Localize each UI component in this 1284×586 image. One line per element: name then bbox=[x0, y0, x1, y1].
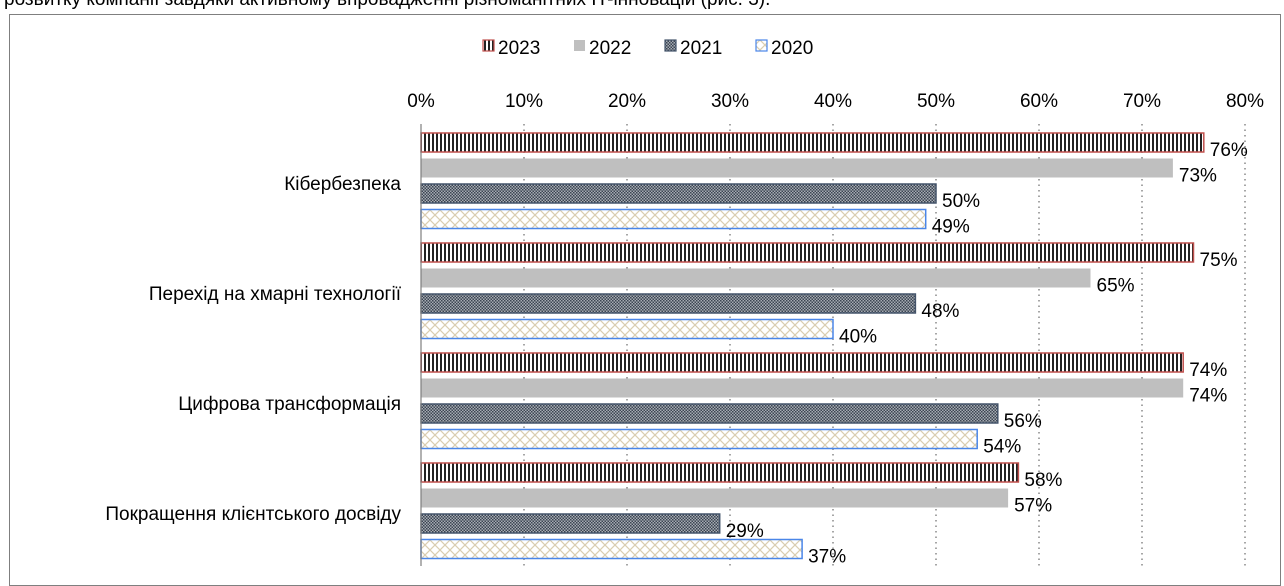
data-label: 48% bbox=[921, 301, 959, 322]
preceding-paragraph-text: розвитку компанії завдяки активному впро… bbox=[4, 0, 770, 11]
data-label: 57% bbox=[1014, 496, 1052, 517]
legend: 2023 2022 2021 2020 bbox=[482, 38, 813, 59]
data-label: 54% bbox=[983, 437, 1021, 458]
legend-label-2023: 2023 bbox=[498, 38, 540, 59]
x-tick-label: 40% bbox=[814, 91, 852, 112]
category-label: Покращення клієнтського досвіду bbox=[105, 504, 401, 525]
bar-2022 bbox=[421, 378, 1184, 398]
data-label: 37% bbox=[808, 547, 846, 568]
data-label: 65% bbox=[1097, 276, 1135, 297]
legend-swatch-2021 bbox=[664, 39, 677, 52]
data-labels: 76% 73% 50% 49% 75% 65% 48% 40% 74% 74% 56% 54%58% 5… bbox=[726, 140, 1248, 568]
x-tick-label: 50% bbox=[917, 91, 955, 112]
x-tick-label: 80% bbox=[1226, 91, 1264, 112]
gridlines bbox=[523, 124, 1246, 566]
x-tick-label: 60% bbox=[1020, 91, 1058, 112]
bar-2021 bbox=[420, 293, 917, 314]
x-axis-ticks: 0% 10% 20% 30% 40% 50% 60% 70% 80% bbox=[407, 91, 1264, 112]
legend-swatch-2023 bbox=[482, 39, 495, 52]
category-label: Кібербезпека bbox=[284, 174, 401, 195]
data-label: 49% bbox=[932, 217, 970, 238]
x-tick-label: 70% bbox=[1123, 91, 1161, 112]
bar-2020 bbox=[420, 318, 834, 340]
data-label: 74% bbox=[1189, 386, 1227, 407]
x-tick-label: 0% bbox=[407, 91, 435, 112]
category-label: Цифрова трансформація bbox=[178, 394, 401, 415]
bar-2023 bbox=[420, 352, 1184, 373]
x-tick-label: 30% bbox=[711, 91, 749, 112]
bar-2022 bbox=[421, 158, 1173, 178]
bar-2020 bbox=[420, 428, 978, 450]
bar-2022 bbox=[421, 488, 1009, 508]
bar-2021 bbox=[420, 183, 937, 204]
data-label: 74% bbox=[1189, 360, 1227, 381]
bar-2021 bbox=[420, 403, 999, 424]
category-label: Перехід на хмарні технології bbox=[149, 284, 402, 305]
x-tick-label: 10% bbox=[505, 91, 543, 112]
bar-2021 bbox=[420, 513, 721, 534]
data-label: 76% bbox=[1210, 140, 1248, 161]
bar-2020 bbox=[420, 538, 803, 560]
data-label: 29% bbox=[726, 521, 764, 542]
data-label: 40% bbox=[839, 327, 877, 348]
bar-2023 bbox=[420, 462, 1020, 483]
bar-2022 bbox=[421, 268, 1091, 288]
legend-label-2020: 2020 bbox=[771, 38, 813, 59]
legend-swatch-2020 bbox=[755, 39, 768, 52]
x-tick-label: 20% bbox=[608, 91, 646, 112]
legend-label-2022: 2022 bbox=[589, 38, 631, 59]
legend-swatch-2022 bbox=[574, 40, 585, 51]
data-label: 75% bbox=[1200, 250, 1238, 271]
data-label: 73% bbox=[1179, 166, 1217, 187]
legend-label-2021: 2021 bbox=[680, 38, 722, 59]
bar-2020 bbox=[420, 208, 927, 230]
category-labels: Кібербезпека Перехід на хмарні технології… bbox=[105, 174, 401, 525]
data-label: 56% bbox=[1004, 411, 1042, 432]
bars bbox=[420, 132, 1205, 560]
bar-2023 bbox=[420, 242, 1195, 263]
data-label: 50% bbox=[942, 191, 980, 212]
data-label: 58% bbox=[1024, 470, 1062, 491]
bar-2023 bbox=[420, 132, 1205, 153]
